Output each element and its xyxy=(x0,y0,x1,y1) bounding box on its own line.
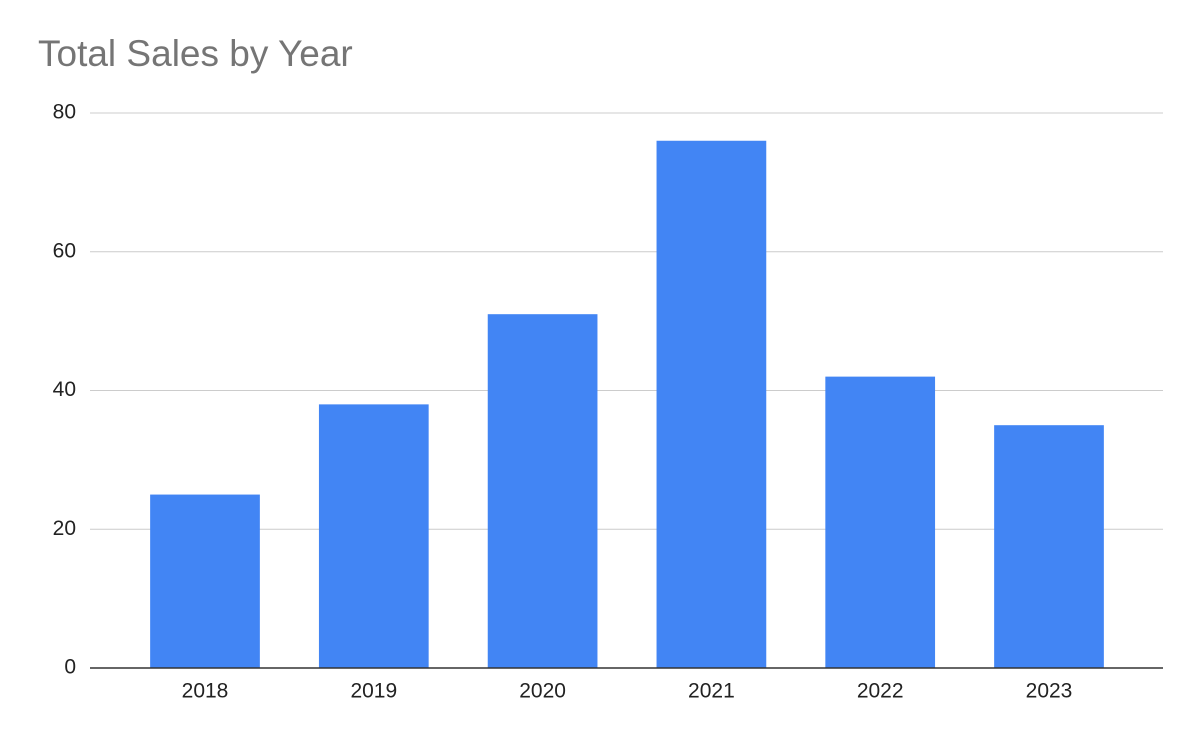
bar xyxy=(656,140,767,668)
x-tick-label: 2020 xyxy=(519,680,566,703)
chart-title: Total Sales by Year xyxy=(38,33,353,74)
y-tick-label: 40 xyxy=(53,378,76,401)
bar xyxy=(487,314,598,668)
bar xyxy=(318,404,429,668)
x-tick-label: 2019 xyxy=(350,680,397,703)
x-tick-label: 2022 xyxy=(857,680,904,703)
y-tick-label: 0 xyxy=(64,656,76,679)
bar xyxy=(825,376,936,668)
bar xyxy=(150,494,260,668)
bar xyxy=(994,425,1104,668)
y-tick-label: 20 xyxy=(53,517,76,540)
x-tick-label: 2021 xyxy=(688,680,735,703)
x-tick-label: 2023 xyxy=(1026,680,1073,703)
x-tick-label: 2018 xyxy=(182,680,229,703)
y-tick-label: 80 xyxy=(53,101,76,124)
y-tick-label: 60 xyxy=(53,239,76,262)
